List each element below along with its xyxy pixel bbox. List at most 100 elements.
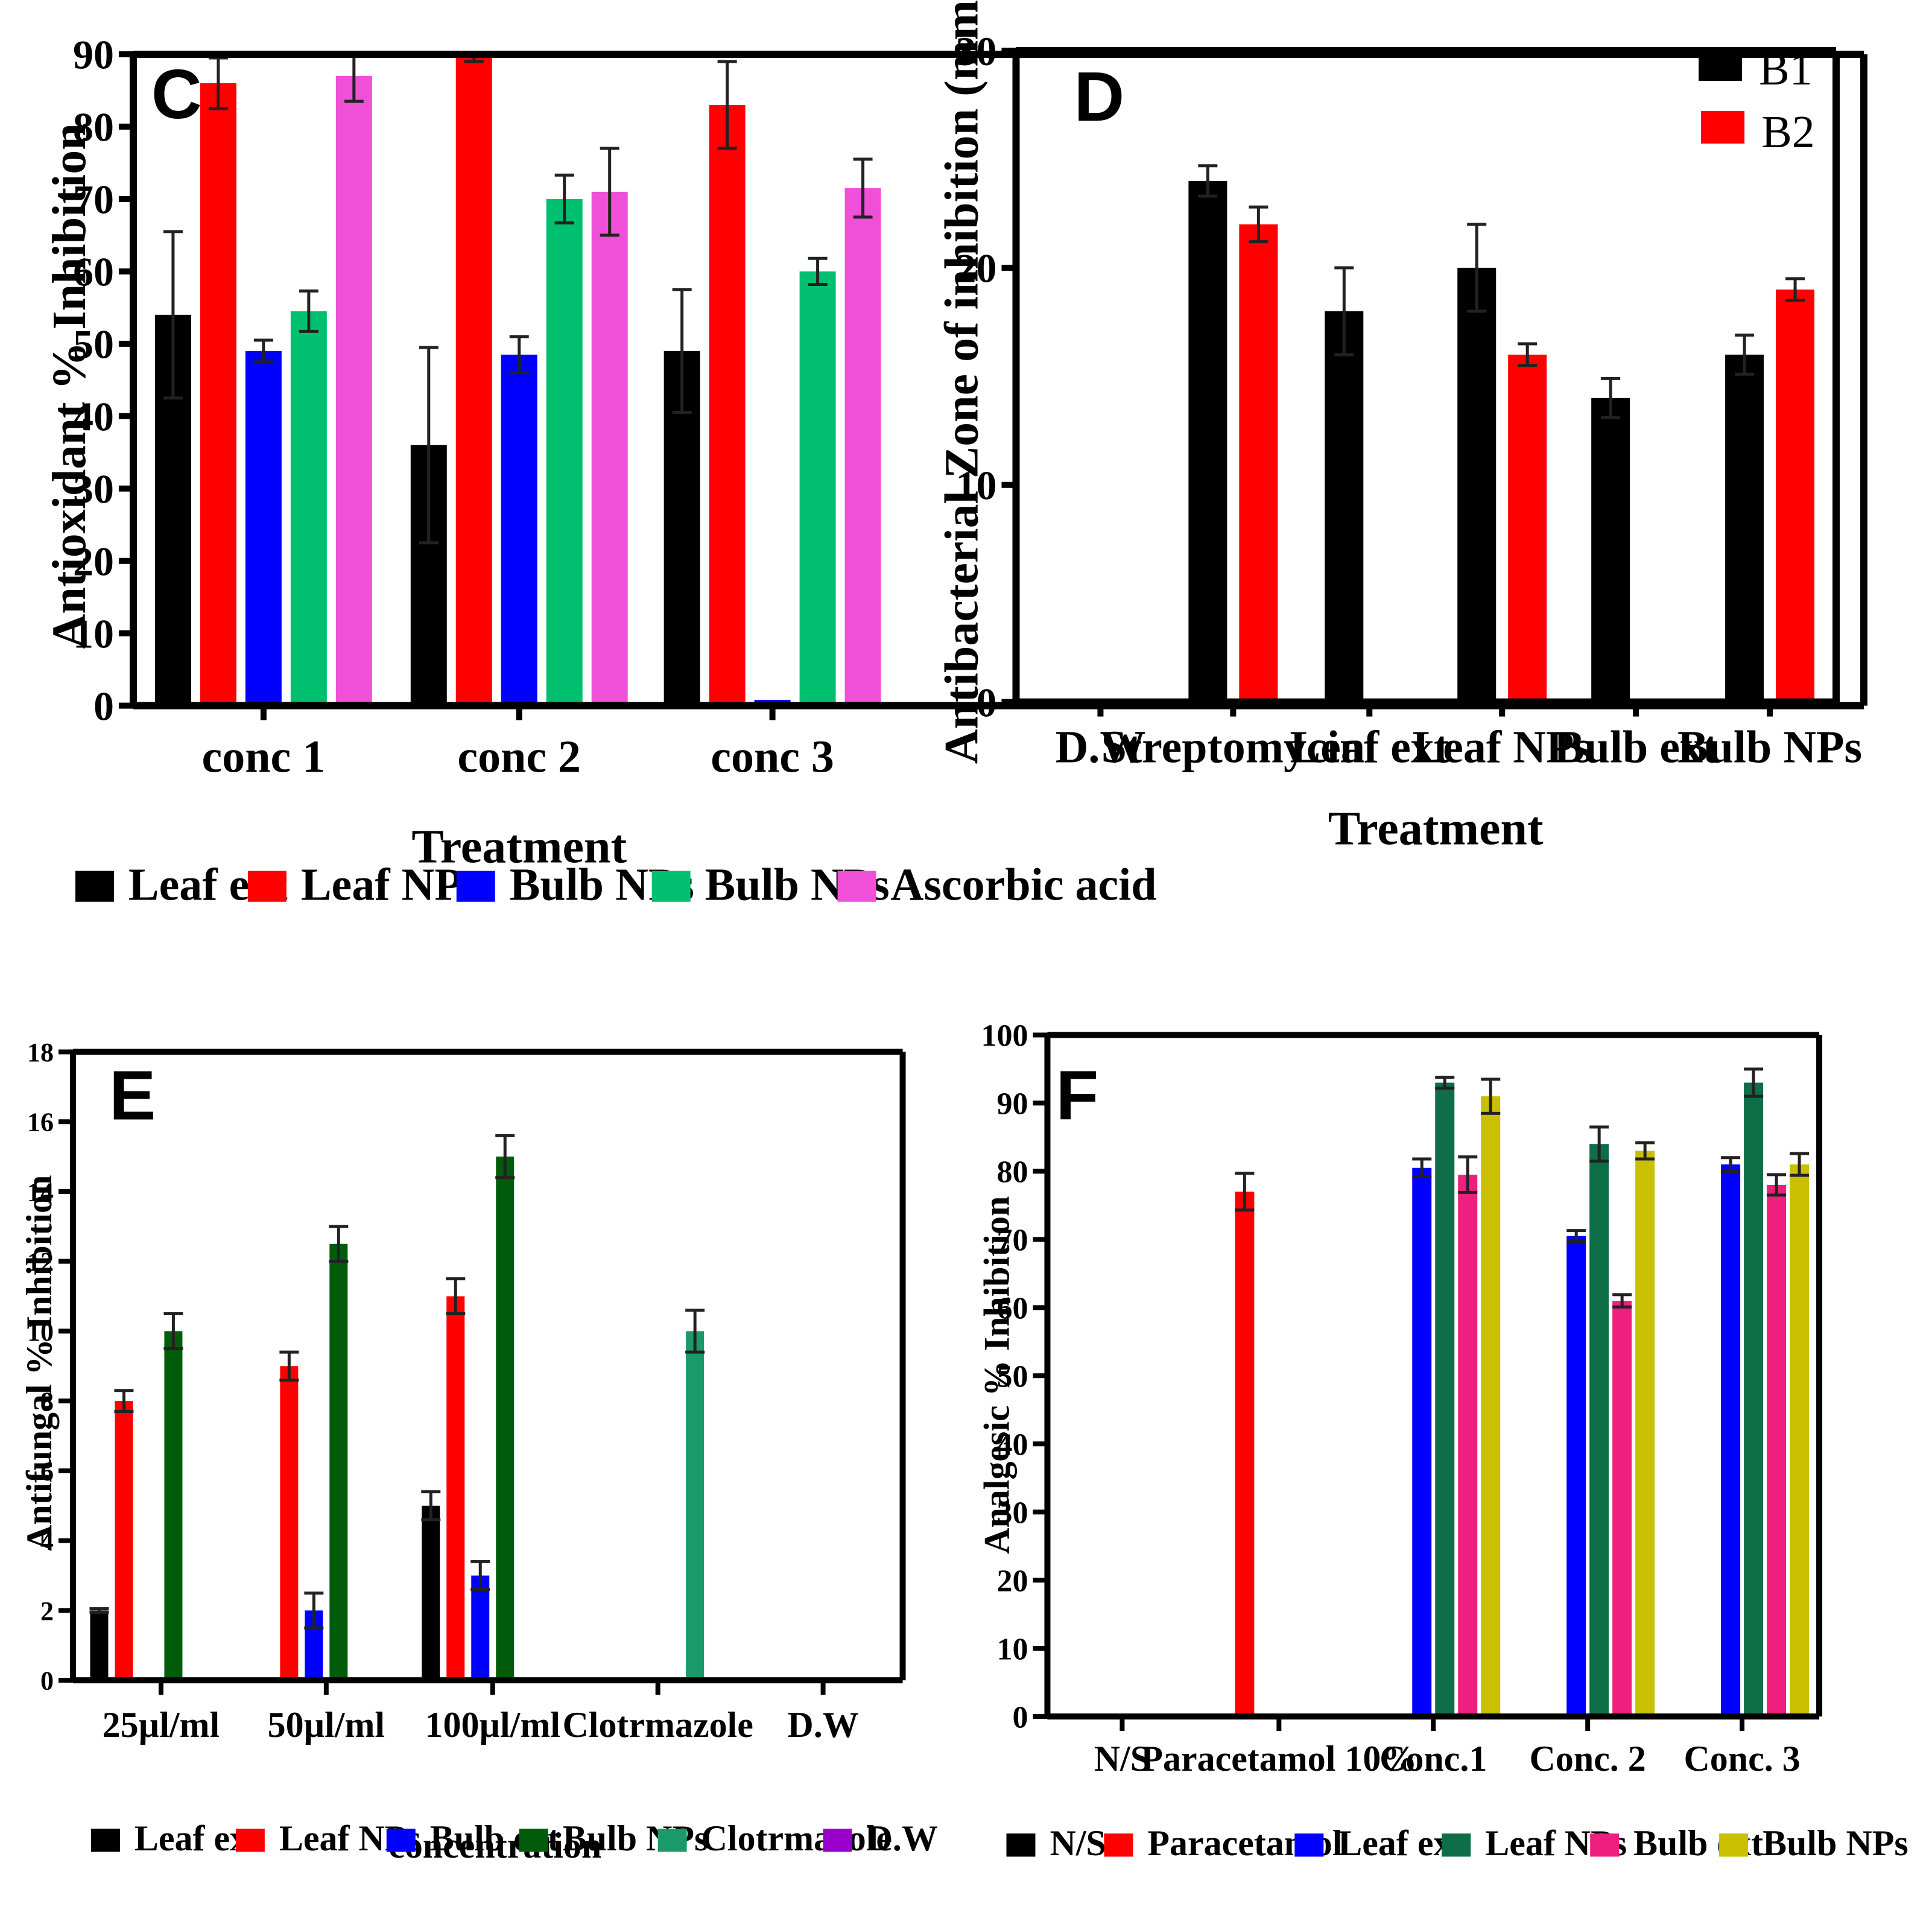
legend-label-f-0: N/S bbox=[1050, 1823, 1106, 1863]
y-tick-label-c-1: 10 bbox=[73, 611, 114, 656]
y-tick-label-f-1: 10 bbox=[996, 1632, 1028, 1666]
y-axis-label-d: Antibacterial Zone of inhibition (mm) bbox=[935, 0, 988, 764]
bar-f-leaf-ext-conc-3 bbox=[1721, 1164, 1741, 1717]
bar-c-ascorbic-acid-conc-1 bbox=[335, 75, 372, 706]
legend-swatch-f-2 bbox=[1294, 1833, 1324, 1857]
error-bar-c-ascorbic-acid-conc-2 bbox=[600, 147, 619, 237]
y-tick-label-e-4: 8 bbox=[40, 1387, 54, 1417]
bar-c-ascorbic-acid-conc-2 bbox=[591, 191, 628, 706]
error-bar-f-bulb-nps-conc-2 bbox=[1635, 1141, 1655, 1161]
legend-swatch-c-1 bbox=[247, 871, 287, 902]
bar-c-bulb-nps-conc-3 bbox=[799, 271, 836, 706]
bar-e-bulb-nps-50-l-ml bbox=[329, 1243, 348, 1681]
y-tick-label-e-3: 6 bbox=[40, 1456, 54, 1486]
x-axis-label-c: Treatment bbox=[411, 821, 627, 874]
error-bar-d-b1-bulb-ext bbox=[1601, 376, 1621, 419]
bar-f-leaf-nps-conc-2 bbox=[1589, 1144, 1609, 1717]
x-tick-label-e-d-w: D.W bbox=[787, 1705, 858, 1745]
error-bar-f-leaf-ext-conc-3 bbox=[1721, 1156, 1741, 1173]
legend-item-e-5-d-w: D.W bbox=[823, 1818, 938, 1858]
plot-group-c: 0 10 20 30 40 50 60 70 80 90 conc 1 conc 2 conc 3 bbox=[73, 32, 1868, 782]
bar-d-b1-leaf-ext bbox=[1325, 311, 1364, 702]
bar-d-b1-leaf-nps bbox=[1457, 267, 1497, 702]
legend-item-c-4-ascorbic-acid: Ascorbic acid bbox=[837, 860, 1157, 910]
bar-f-leaf-ext-conc-2 bbox=[1566, 1236, 1586, 1717]
y-tick-label-d-3: 30 bbox=[956, 28, 997, 74]
y-tick-label-f-9: 90 bbox=[996, 1087, 1028, 1122]
y-tick-label-c-3: 30 bbox=[73, 466, 114, 512]
bar-f-bulb-ext-conc-2 bbox=[1612, 1301, 1632, 1717]
legend-swatch-c-0 bbox=[75, 871, 114, 902]
y-tick-label-c-7: 70 bbox=[73, 177, 114, 223]
error-bar-d-b1-leaf-ext bbox=[1334, 266, 1354, 357]
legend-swatch-c-3 bbox=[651, 871, 691, 902]
legend-swatch-f-0 bbox=[1006, 1833, 1036, 1857]
bar-c-leaf-nps-conc-2 bbox=[455, 54, 492, 706]
y-tick-label-f-8: 80 bbox=[996, 1155, 1028, 1190]
error-bar-e-bulb-nps-25-l-ml bbox=[163, 1312, 183, 1350]
bar-c-bulb-nps-conc-2 bbox=[501, 354, 537, 706]
bar-d-b1-bulb-ext bbox=[1591, 398, 1630, 702]
x-axis-label-d: Treatment bbox=[1328, 802, 1544, 855]
x-axis-label-e: concentration bbox=[388, 1826, 601, 1865]
x-tick-label-d-streptomycin: Streptomycin bbox=[1101, 722, 1366, 773]
legend-label-e-4: Clotrmazole bbox=[702, 1818, 892, 1858]
legend-swatch-e-0 bbox=[90, 1829, 120, 1852]
legend-item-f-0-n-s: N/S bbox=[1006, 1823, 1106, 1863]
y-tick-label-c-2: 20 bbox=[73, 539, 114, 585]
y-tick-label-f-10: 100 bbox=[981, 1019, 1028, 1053]
x-tick-label-f-n-s: N/S bbox=[1094, 1739, 1150, 1779]
error-bar-e-bulb-nps-50-l-ml bbox=[329, 1225, 349, 1263]
error-bar-e-leaf-nps-25-l-ml bbox=[114, 1389, 134, 1414]
error-bar-f-bulb-ext-conc-3 bbox=[1767, 1173, 1787, 1197]
y-tick-label-e-1: 2 bbox=[40, 1596, 54, 1626]
y-tick-label-f-7: 70 bbox=[996, 1224, 1028, 1258]
x-tick-label-f-paracetamol-10: Paracetamol 10% bbox=[1141, 1739, 1417, 1779]
error-bar-f-bulb-nps-conc-1 bbox=[1481, 1078, 1501, 1115]
bar-f-bulb-nps-conc-2 bbox=[1635, 1151, 1655, 1717]
legend-label-d-0: B1 bbox=[1759, 44, 1813, 95]
error-bar-d-b1-streptomycin bbox=[1198, 164, 1218, 198]
y-tick-label-d-1: 10 bbox=[956, 463, 997, 509]
bar-f-bulb-ext-conc-1 bbox=[1458, 1175, 1478, 1717]
plot-group-e: 0 2 4 6 8 10 12 14 16 18 25µl/ml 50µl/ml 100µl/ml Clo… bbox=[27, 1038, 906, 1745]
bar-d-b1-bulb-nps bbox=[1725, 354, 1764, 702]
error-bar-f-leaf-nps-conc-3 bbox=[1744, 1067, 1764, 1098]
bar-f-leaf-nps-conc-3 bbox=[1744, 1082, 1764, 1717]
legend-swatch-f-1 bbox=[1104, 1833, 1133, 1857]
x-tick-label-d-d-w: D.W bbox=[1056, 722, 1146, 773]
error-bar-e-bulb-ext-100-l-ml bbox=[470, 1560, 490, 1592]
error-bar-c-leaf-ext-conc-3 bbox=[672, 288, 692, 414]
panel-letter-e: E bbox=[109, 1056, 156, 1134]
error-bar-f-leaf-nps-conc-2 bbox=[1589, 1125, 1609, 1163]
legend-e: Leaf ext Leaf NPs Bulb ext Bulb NPsClotrmaz… bbox=[90, 1818, 938, 1858]
y-tick-label-e-0: 0 bbox=[40, 1666, 54, 1696]
error-bar-c-bulb-nps-conc-1 bbox=[299, 289, 318, 333]
error-bar-c-bulb-nps-conc-2 bbox=[509, 335, 529, 375]
bar-f-leaf-ext-conc-1 bbox=[1412, 1167, 1432, 1717]
error-bar-e-bulb-ext-50-l-ml bbox=[304, 1591, 324, 1630]
legend-swatch-f-5 bbox=[1719, 1833, 1749, 1857]
legend-swatch-e-2 bbox=[386, 1829, 416, 1852]
error-bar-d-b2-streptomycin bbox=[1249, 205, 1268, 244]
x-tick-label-f-conc-3: Conc. 3 bbox=[1683, 1739, 1800, 1779]
y-tick-label-e-6: 12 bbox=[27, 1247, 54, 1277]
legend-swatch-c-4 bbox=[837, 871, 876, 902]
y-tick-label-c-5: 50 bbox=[73, 322, 114, 367]
y-tick-label-c-9: 90 bbox=[73, 32, 114, 78]
bar-c-ascorbic-acid-conc-3 bbox=[844, 188, 881, 706]
error-bar-e-leaf-ext-25-l-ml bbox=[89, 1607, 109, 1614]
error-bar-c-bulb-nps-conc-2 bbox=[554, 173, 574, 224]
y-tick-label-f-5: 50 bbox=[996, 1359, 1028, 1394]
x-tick-label-c-conc-3: conc 3 bbox=[711, 732, 834, 782]
y-tick-label-f-2: 20 bbox=[996, 1564, 1028, 1598]
bar-c-bulb-nps-conc-1 bbox=[290, 311, 327, 706]
y-tick-label-e-8: 16 bbox=[27, 1108, 54, 1137]
error-bar-c-leaf-ext-conc-2 bbox=[419, 346, 439, 545]
bar-c-leaf-nps-conc-3 bbox=[709, 104, 746, 706]
legend-item-c-1-leaf-nps: Leaf NPs bbox=[247, 860, 480, 910]
